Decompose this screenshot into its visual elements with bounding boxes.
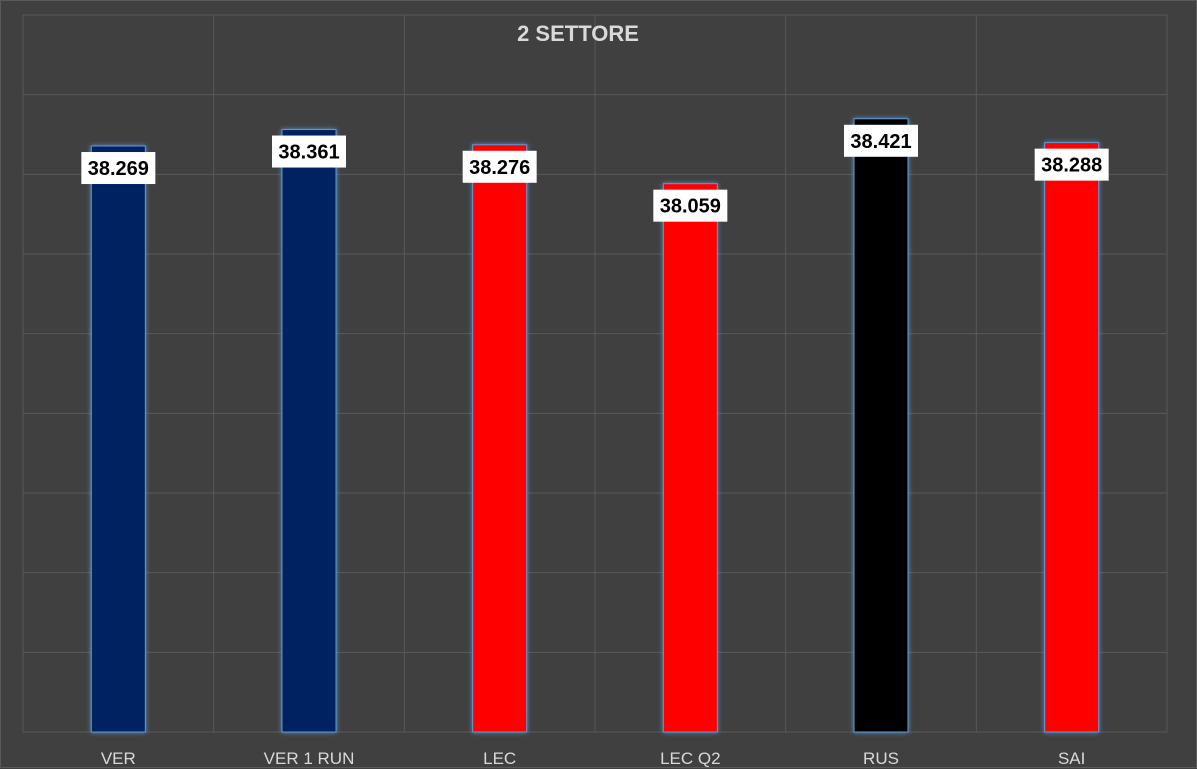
category-label: LEC (483, 749, 516, 768)
category-label: VER (101, 749, 136, 768)
data-label-box (81, 152, 156, 185)
data-label: 38.288 (1034, 148, 1109, 181)
data-label: 38.059 (653, 189, 728, 222)
chart-title: 2 SETTORE (517, 21, 639, 46)
data-label-value: 38.288 (1041, 155, 1102, 177)
data-labels: 38.269 38.361 38.276 38.059 38.421 38.288 (81, 124, 1109, 222)
category-label: LEC Q2 (660, 749, 720, 768)
data-label-box (844, 124, 918, 157)
bar-lec (472, 144, 528, 733)
category-label: RUS (863, 749, 899, 768)
bar-ver (90, 145, 146, 733)
data-label-value: 38.059 (660, 196, 721, 218)
data-label-value: 38.269 (88, 158, 149, 180)
data-label-value: 38.276 (469, 157, 530, 179)
bar-ver-1-run (281, 129, 337, 733)
data-label-value: 38.421 (850, 131, 911, 153)
data-label-box (272, 135, 346, 168)
data-label-box (462, 150, 537, 183)
category-label: VER 1 RUN (264, 749, 355, 768)
category-labels: VER VER 1 RUN LEC LEC Q2 RUS SAI (101, 749, 1086, 768)
data-label-value: 38.361 (278, 142, 339, 164)
gridlines (22, 14, 1168, 733)
data-label: 38.269 (81, 152, 156, 185)
data-label-box (653, 189, 728, 222)
bar-sai (1044, 142, 1100, 733)
data-label: 38.421 (844, 124, 918, 157)
data-label: 38.276 (462, 150, 537, 183)
bar-rus (853, 118, 909, 733)
data-label: 38.361 (272, 135, 346, 168)
bar-lec-q2 (662, 183, 718, 733)
bars (90, 118, 1100, 733)
data-label-box (1034, 148, 1109, 181)
category-label: SAI (1058, 749, 1085, 768)
